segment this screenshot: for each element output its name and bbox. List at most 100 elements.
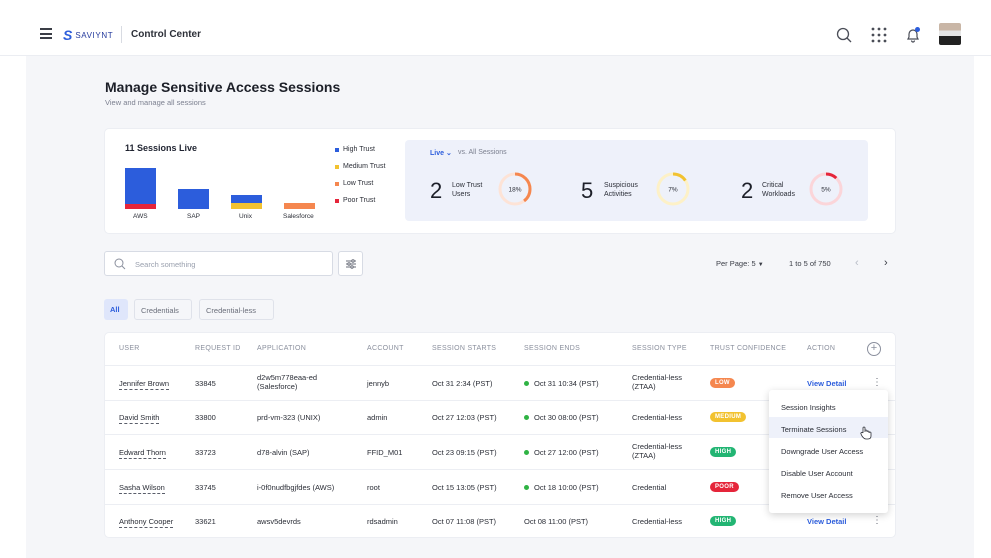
vs-label: vs. All Sessions [458, 149, 507, 156]
chip-all[interactable]: All [104, 299, 128, 320]
chip-credential-less[interactable]: Credential-less [199, 299, 274, 320]
legend-poor-trust: Poor Trust [335, 197, 375, 204]
sliders-icon [346, 259, 356, 269]
col-header[interactable]: USER [119, 345, 140, 352]
sessions-live-title: 11 Sessions Live [125, 143, 198, 153]
col-header[interactable]: SESSION TYPE [632, 345, 687, 352]
col-header[interactable]: TRUST CONFIDENCE [710, 345, 787, 352]
application: d78-alvin (SAP) [257, 448, 310, 457]
per-page-select[interactable]: Per Page: 5 ▼ [716, 259, 764, 268]
next-page-icon[interactable]: › [884, 257, 888, 269]
menu-item-terminate-sessions[interactable]: Terminate Sessions [781, 425, 847, 434]
session-start: Oct 27 12:03 (PST) [432, 413, 497, 422]
legend-medium-trust: Medium Trust [335, 163, 385, 170]
bar-salesforce[interactable] [284, 203, 315, 209]
user-name-link[interactable]: David Smith [119, 413, 160, 424]
prev-page-icon[interactable]: ‹ [855, 257, 859, 269]
col-header[interactable]: SESSION ENDS [524, 345, 581, 352]
page-title: Manage Sensitive Access Sessions [105, 79, 341, 95]
chevron-down-icon: ⌄ [445, 150, 452, 157]
hamburger-menu-icon[interactable] [40, 28, 52, 42]
user-name-link[interactable]: Anthony Cooper [119, 517, 174, 528]
view-detail-link[interactable]: View Detail [807, 517, 847, 526]
stat-count: 2 [430, 178, 443, 203]
application: awsv5devrds [257, 517, 301, 526]
stat-label: Critical Workloads [762, 182, 795, 198]
menu-item-downgrade-access[interactable]: Downgrade User Access [781, 447, 864, 456]
session-type: Credential-less [632, 413, 683, 422]
user-avatar[interactable] [939, 23, 961, 45]
trust-badge: POOR [710, 482, 739, 492]
pagination-range: 1 to 5 of 750 [789, 259, 831, 268]
search-icon[interactable] [835, 26, 853, 44]
bar-label: Unix [239, 213, 253, 220]
more-actions-icon[interactable]: ⋮ [872, 377, 882, 388]
search-input[interactable]: Search something [104, 251, 333, 276]
application: prd-vm-323 (UNIX) [257, 413, 321, 422]
view-detail-link[interactable]: View Detail [807, 379, 847, 388]
session-end: Oct 08 11:00 (PST) [524, 517, 589, 526]
svg-text:7%: 7% [668, 187, 678, 194]
svg-text:5%: 5% [821, 187, 831, 194]
trust-badge: LOW [710, 378, 735, 388]
col-header[interactable]: ACCOUNT [367, 345, 404, 352]
sessions-table [104, 332, 896, 538]
trust-badge: HIGH [710, 516, 737, 526]
stat-count: 2 [741, 178, 754, 203]
live-status-icon [524, 381, 529, 386]
ring-low-trust: 18% [498, 172, 532, 206]
hand-cursor-icon [860, 426, 872, 440]
search-icon [114, 258, 126, 270]
live-filter-dropdown[interactable]: Live ⌄ [430, 150, 452, 157]
session-end: Oct 18 10:00 (PST) [524, 483, 599, 492]
legend-high-trust: High Trust [335, 146, 375, 153]
user-name-link[interactable]: Jennifer Brown [119, 379, 170, 390]
action-menu: Session Insights Terminate Sessions Down… [769, 390, 888, 513]
user-name-link[interactable]: Edward Thorn [119, 448, 166, 459]
live-status-icon [524, 415, 529, 420]
bar-label: Salesforce [283, 213, 314, 220]
col-header[interactable]: SESSION STARTS [432, 345, 497, 352]
request-id: 33800 [195, 413, 216, 422]
session-start: Oct 31 2:34 (PST) [432, 379, 493, 388]
ring-suspicious: 7% [656, 172, 690, 206]
top-bar: S SAVIYNT Control Center [0, 0, 991, 56]
menu-item-disable-account[interactable]: Disable User Account [781, 469, 853, 478]
session-type: Credential-less (ZTAA) [632, 373, 683, 391]
trust-badge: MEDIUM [710, 412, 747, 422]
svg-text:18%: 18% [508, 187, 521, 194]
application: i-0f0nudfbgjfdes (AWS) [257, 483, 335, 492]
account: admin [367, 413, 388, 422]
chip-credentials[interactable]: Credentials [134, 299, 192, 320]
request-id: 33845 [195, 379, 216, 388]
more-actions-icon[interactable]: ⋮ [872, 515, 882, 526]
stat-label: Low Trust Users [452, 182, 483, 198]
filter-button[interactable] [338, 251, 363, 276]
ring-critical: 5% [809, 172, 843, 206]
app-title: Control Center [131, 29, 201, 40]
apps-grid-icon[interactable] [870, 26, 888, 44]
session-start: Oct 15 13:05 (PST) [432, 483, 497, 492]
session-type: Credential-less (ZTAA) [632, 442, 683, 460]
trust-badge: HIGH [710, 447, 737, 457]
menu-item-remove-access[interactable]: Remove User Access [781, 491, 853, 500]
page-subtitle: View and manage all sessions [105, 98, 206, 107]
bar-label: AWS [133, 213, 148, 220]
col-header[interactable]: ACTION [807, 345, 836, 352]
stat-label: Suspicious Activities [604, 182, 638, 198]
session-end: Oct 27 12:00 (PST) [524, 448, 599, 457]
add-column-icon[interactable]: + [867, 342, 881, 356]
live-status-icon [524, 450, 529, 455]
request-id: 33745 [195, 483, 216, 492]
session-type: Credential [632, 483, 667, 492]
menu-item-session-insights[interactable]: Session Insights [781, 403, 836, 412]
bar-sap[interactable] [178, 189, 209, 209]
col-header[interactable]: REQUEST ID [195, 345, 241, 352]
bar-label: SAP [187, 213, 201, 220]
notification-bell-icon[interactable] [904, 26, 922, 44]
application: d2w5m778eaa-ed (Salesforce) [257, 373, 318, 391]
session-start: Oct 07 11:08 (PST) [432, 517, 497, 526]
col-header[interactable]: APPLICATION [257, 345, 307, 352]
user-name-link[interactable]: Sasha Wilson [119, 483, 165, 494]
saviynt-logo[interactable]: S SAVIYNT [63, 27, 114, 43]
